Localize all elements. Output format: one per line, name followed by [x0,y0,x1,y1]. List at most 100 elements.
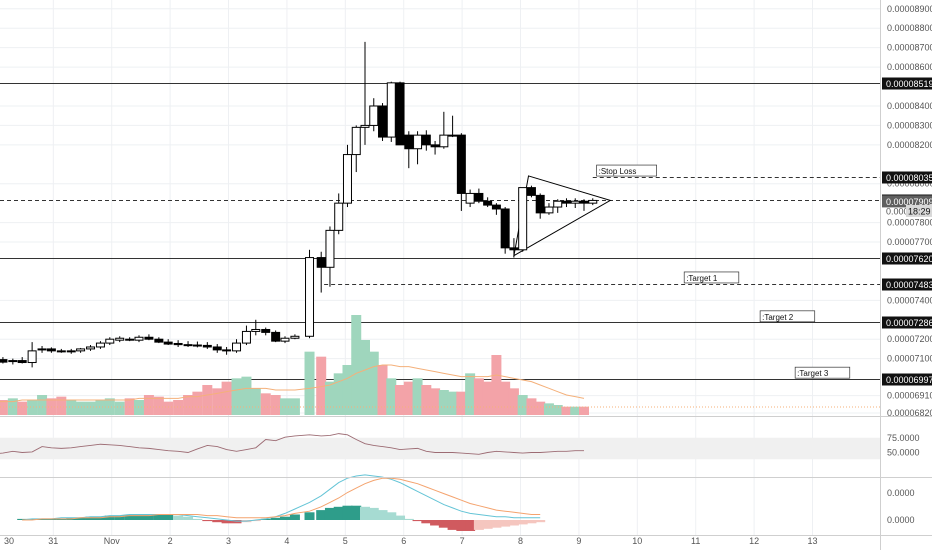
price-tick-label: 0.00007200 [887,334,932,344]
candle-body [518,187,528,251]
candle-body [154,338,164,343]
current-price-tag-label: 0.00007909 [886,197,932,207]
volume-bar [27,400,38,415]
x-tick-label: 10 [632,536,642,546]
x-tick-label: 12 [749,536,759,546]
macd-histogram-bar [473,520,484,530]
macd-tick-label: 0.0000 [887,515,915,525]
macd-histogram-bar [289,514,300,520]
candle-body [378,105,388,138]
volume-bar [85,401,96,415]
level-tag [882,278,932,291]
volume-bar [491,355,502,415]
macd-histogram-bar [482,520,493,529]
annotation-label: :Target 2 [762,313,794,322]
volume-bar [114,401,125,415]
volume-bar [517,395,528,415]
x-tick-label: 7 [460,536,465,546]
volume-bar [17,401,28,415]
candle-body [76,348,86,352]
macd-histogram-bar [333,506,344,520]
volume-bar [386,378,397,415]
price-tick-label-partial: 0.000 [886,206,909,216]
candle-body [115,337,125,341]
x-tick-label: 5 [343,536,348,546]
level-tag [882,373,932,386]
volume-bar [447,391,458,415]
volume-bar [535,401,546,415]
volume-bar [333,373,344,415]
macd-histogram-bar [221,520,232,524]
macd-histogram-bar [438,520,449,528]
countdown-tag [906,204,932,217]
x-tick-label: 13 [808,536,818,546]
macd-histogram-bar [279,516,290,520]
macd-histogram-bar [260,518,271,520]
volume-bar [260,393,271,415]
macd-histogram-bar [342,505,353,520]
annotation-box [759,310,816,323]
x-tick-label: 4 [284,536,289,546]
volume-bar [173,400,184,415]
candle-body [491,204,501,210]
level-tag [882,252,932,265]
candle-body [526,187,536,196]
macd-histogram-bar [368,507,379,520]
price-tick-label: 0.00007100 [887,354,932,364]
candle-body [465,192,475,204]
candle-body [334,202,344,231]
volume-bar [104,398,115,415]
volume-bar [570,406,581,415]
candle-body [448,134,458,137]
macd-histogram-bar [526,520,537,524]
candle-body [17,360,27,364]
macd-histogram-bar [183,516,194,520]
candlesticks [0,41,598,368]
macd-histogram-bar [377,510,388,520]
level-tag [882,171,932,184]
annotation-label: :Target 3 [797,369,829,378]
candle-body [46,348,56,352]
candle-body [456,134,466,194]
macd-histogram-bar [85,516,96,520]
macd-line [22,474,541,522]
macd-histogram-bar [202,520,213,522]
price-tick-label: 0.00008800 [887,23,932,33]
macd-histogram-bar [517,520,528,525]
candle-body [261,328,271,333]
candle-body [8,360,18,363]
countdown-tag-label: 18:29 [908,206,931,216]
candle-body [183,344,193,347]
price-tick-label: 0.00008700 [887,43,932,53]
volume-bar [250,388,261,415]
level-tag-label: 0.00006997 [886,375,932,385]
price-labels: 0.000085190.000080350.000079140.00007620… [882,77,932,386]
levels [0,83,880,380]
x-tick-label: 11 [691,536,700,546]
candle-body [37,348,47,351]
volume-bar [153,396,164,415]
volume-bar [438,390,449,415]
volume-bar [552,405,563,415]
annotation-box [794,366,851,379]
rsi-panel [0,433,880,460]
volume-bar [316,356,327,415]
volume-bar [360,340,370,415]
candle-body [430,144,440,148]
x-tick-label: 2 [168,536,173,546]
volume-ma-line [0,364,585,403]
macd-histogram-bar [133,514,144,520]
price-tick-label: 0.00008200 [887,140,932,150]
candle-body [342,154,352,204]
candle-body [474,192,484,202]
volume-bar [163,401,174,415]
candle-body [316,257,326,268]
volume-bar [579,406,589,415]
candle-body [535,194,545,214]
macd-histogram-bar [173,515,184,520]
volume-bar [412,378,423,415]
volume-bar [231,378,242,415]
price-tick-label: 0.00007800 [887,218,932,228]
